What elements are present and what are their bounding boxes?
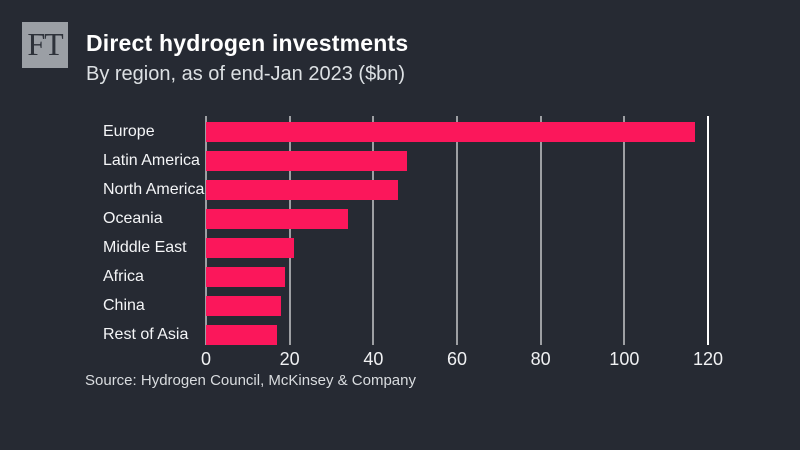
bar <box>206 296 282 316</box>
ft-logo-text: FT <box>27 26 63 62</box>
category-label: Europe <box>103 123 155 140</box>
bar <box>206 122 696 142</box>
ft-logo: FT <box>22 22 68 68</box>
bar <box>206 180 399 200</box>
x-tick-label: 80 <box>530 349 551 369</box>
category-label: China <box>103 297 145 314</box>
x-axis: 0 20 40 60 80 100 120 <box>201 349 723 371</box>
bar <box>206 267 286 287</box>
bar <box>206 209 349 229</box>
gridline-20 <box>288 116 291 345</box>
x-tick-label: 100 <box>609 349 640 369</box>
gridlines <box>205 116 709 345</box>
x-tick-label: 20 <box>279 349 300 369</box>
bar <box>206 238 294 258</box>
category-label: Middle East <box>103 239 187 256</box>
category-label: Africa <box>103 268 144 285</box>
bar <box>206 151 407 171</box>
x-tick-label: 40 <box>363 349 384 369</box>
x-tick-label: 0 <box>200 349 212 369</box>
chart-subtitle: By region, as of end-Jan 2023 ($bn) <box>86 63 406 85</box>
category-label: North America <box>103 181 205 198</box>
bar <box>206 325 278 345</box>
x-tick-label: 60 <box>446 349 468 369</box>
source-note: Source: Hydrogen Council, McKinsey & Com… <box>85 372 416 389</box>
category-label: Rest of Asia <box>103 326 189 343</box>
gridline-80 <box>539 116 542 345</box>
bar-chart: Europe Latin America North America Oceania M… <box>0 116 800 376</box>
gridline-100 <box>623 116 626 345</box>
x-tick-label: 120 <box>692 349 724 369</box>
gridline-60 <box>456 116 458 345</box>
gridline-40 <box>372 116 375 345</box>
chart-title: Direct hydrogen investments <box>86 30 409 56</box>
category-label: Oceania <box>103 210 163 227</box>
gridline-120 <box>707 116 709 345</box>
gridline-0 <box>205 116 207 345</box>
category-label: Latin America <box>103 152 200 169</box>
